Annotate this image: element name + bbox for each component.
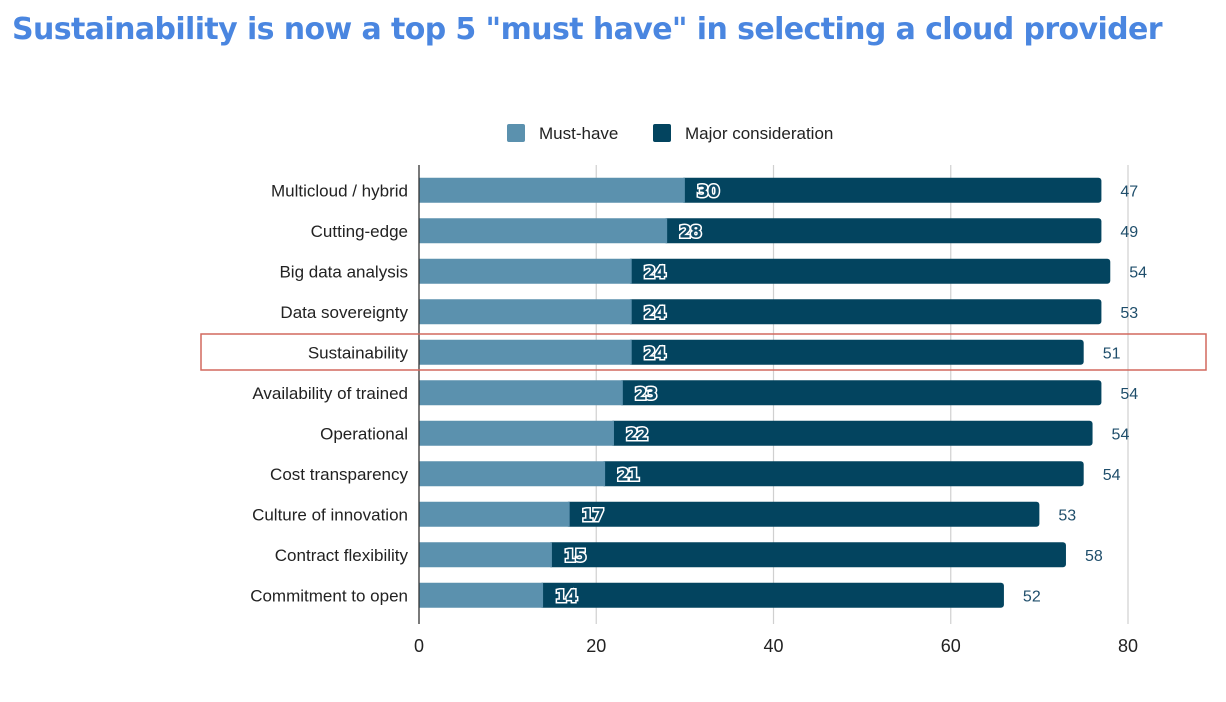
bar-major-consideration [547, 542, 1066, 568]
bar-must-have [419, 461, 606, 487]
category-label: Cutting-edge [311, 222, 408, 241]
data-label-major-consideration: 53 [1120, 305, 1138, 322]
bar-major-consideration [627, 299, 1102, 325]
category-label: Data sovereignty [280, 303, 408, 322]
category-label: Big data analysis [279, 262, 408, 281]
page-title: Sustainability is now a top 5 "must have… [12, 12, 1163, 47]
bar-major-consideration [565, 501, 1040, 527]
category-label: Commitment to open [250, 586, 408, 605]
data-label-must-have: 14 [555, 587, 578, 607]
bar-major-consideration [627, 339, 1084, 365]
x-tick-label: 0 [414, 636, 424, 656]
bar-major-consideration [618, 380, 1102, 406]
data-label-must-have: 22 [626, 425, 648, 445]
legend-label-major-consideration: Major consideration [685, 124, 833, 143]
bar-major-consideration [680, 177, 1102, 203]
x-tick-labels: 0 20 40 60 80 [414, 636, 1138, 656]
bar-must-have [419, 299, 632, 325]
data-label-must-have: 23 [635, 384, 657, 404]
data-label-major-consideration: 54 [1120, 386, 1138, 403]
bar-major-consideration [663, 218, 1102, 244]
data-label-major-consideration: 49 [1120, 224, 1138, 241]
legend-swatch-must-have [507, 124, 525, 142]
x-tick-label: 40 [763, 636, 783, 656]
data-label-major-consideration: 54 [1112, 426, 1130, 443]
category-label: Contract flexibility [275, 546, 409, 565]
bar-must-have [419, 501, 570, 527]
data-label-must-have: 17 [582, 506, 604, 526]
data-label-major-consideration: 54 [1129, 264, 1147, 281]
bar-must-have [419, 582, 544, 608]
legend-swatch-major-consideration [653, 124, 671, 142]
data-label-must-have: 30 [697, 182, 720, 202]
bar-must-have [419, 339, 632, 365]
bar-major-consideration [627, 258, 1111, 284]
data-label-major-consideration: 47 [1120, 183, 1138, 200]
data-label-must-have: 24 [644, 303, 667, 323]
bar-must-have [419, 420, 614, 446]
category-label: Operational [320, 424, 408, 443]
data-label-major-consideration: 51 [1103, 345, 1121, 362]
bar-must-have [419, 218, 668, 244]
data-label-major-consideration: 52 [1023, 588, 1041, 605]
legend: Must-have Major consideration [507, 124, 833, 143]
data-label-major-consideration: 54 [1103, 467, 1121, 484]
bars: 30 47 28 49 24 54 24 53 24 51 23 54 22 54 21 54 17 53 15 58… [419, 177, 1147, 608]
category-label: Multicloud / hybrid [271, 181, 408, 200]
highlight-box-sustainability [200, 333, 1207, 371]
legend-label-must-have: Must-have [539, 124, 618, 143]
bar-must-have [419, 380, 623, 406]
data-label-must-have: 24 [644, 263, 667, 283]
data-label-must-have: 21 [617, 465, 639, 485]
data-label-major-consideration: 58 [1085, 548, 1103, 565]
data-label-must-have: 24 [644, 344, 667, 364]
bar-major-consideration [601, 461, 1084, 487]
bar-must-have [419, 258, 632, 284]
data-label-must-have: 15 [564, 546, 586, 566]
category-label: Availability of trained [252, 384, 408, 403]
x-tick-label: 60 [941, 636, 961, 656]
bar-major-consideration [539, 582, 1004, 608]
category-label: Culture of innovation [252, 505, 408, 524]
bar-major-consideration [609, 420, 1093, 446]
x-tick-label: 80 [1118, 636, 1138, 656]
bar-must-have [419, 542, 552, 568]
category-label: Cost transparency [270, 465, 408, 484]
x-tick-label: 20 [586, 636, 606, 656]
bar-must-have [419, 177, 685, 203]
data-label-major-consideration: 53 [1058, 507, 1076, 524]
category-labels: Multicloud / hybrid Cutting-edge Big data … [250, 181, 408, 605]
data-label-must-have: 28 [679, 222, 701, 242]
category-label: Sustainability [308, 343, 409, 362]
